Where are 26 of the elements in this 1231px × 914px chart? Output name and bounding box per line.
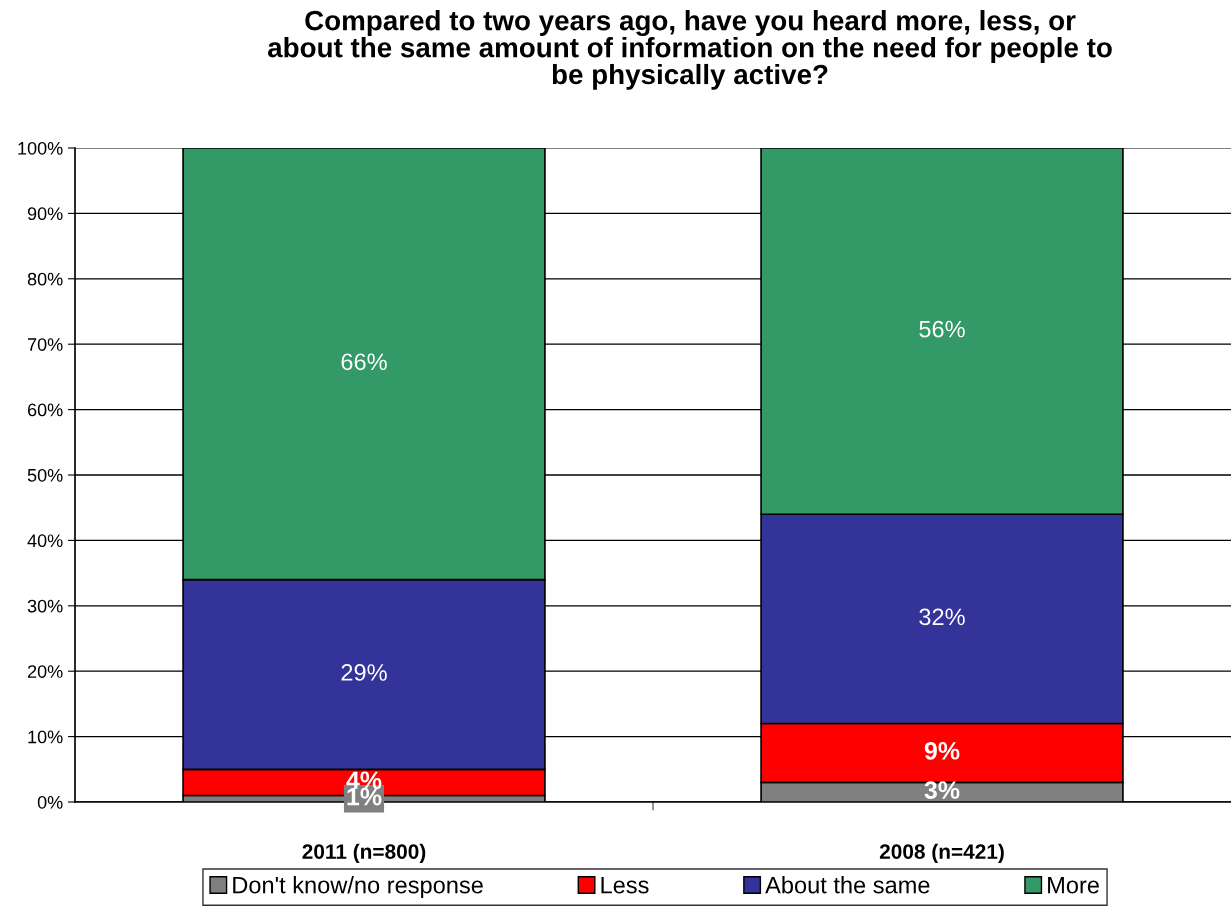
legend-label: Less — [601, 876, 649, 894]
y-tick-label: 70% — [27, 338, 63, 351]
legend-label: Don't know/no response — [233, 876, 483, 899]
legend-label: About the same — [765, 876, 930, 894]
data-label: 1% — [347, 787, 382, 806]
y-tick-label: 60% — [27, 403, 63, 417]
y-tick-label: 50% — [27, 468, 63, 482]
data-label: 3% — [924, 781, 960, 799]
data-label: 9% — [924, 741, 960, 760]
y-tick-label: 80% — [27, 272, 63, 286]
y-tick-label: 90% — [27, 207, 63, 221]
y-tick-label: 10% — [28, 730, 63, 744]
y-tick-label: 0% — [37, 795, 63, 809]
y-tick-label: 30% — [27, 599, 63, 613]
data-label: 4% — [346, 771, 382, 790]
data-label: 29% — [341, 664, 387, 681]
x-tick-label: 2011 (n=800) — [302, 843, 426, 864]
y-tick-label: 100% — [18, 141, 63, 155]
y-tick-label: 40% — [27, 534, 63, 548]
data-label: 66% — [341, 353, 387, 371]
legend-label: More — [1048, 876, 1099, 894]
y-tick-label: 20% — [27, 665, 63, 678]
x-tick-label: 2008 (n=421) — [879, 843, 1004, 864]
data-label: 32% — [919, 608, 965, 626]
data-label: 56% — [919, 320, 965, 338]
chart-title: Compared to two years ago, have you heard more, less, or about the same amount of information on the need for people to be physically active? — [268, 10, 1112, 90]
